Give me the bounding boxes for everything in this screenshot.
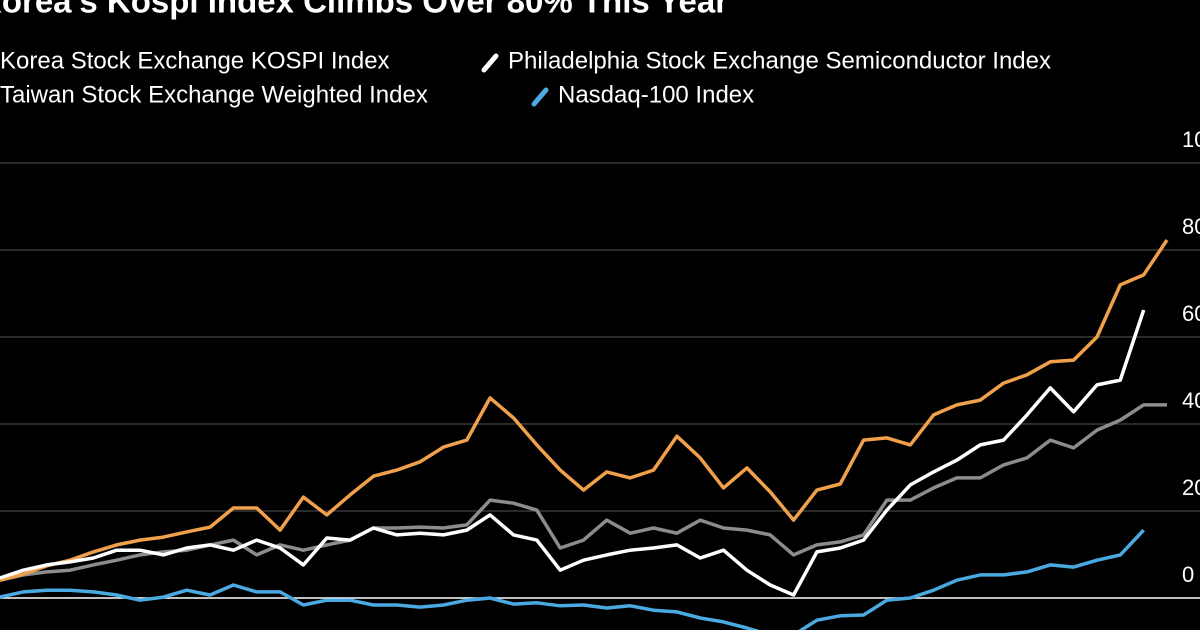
series-line — [0, 309, 1146, 597]
legend-swatch — [481, 53, 499, 73]
y-tick-label: 0 — [1182, 562, 1194, 587]
y-tick-label: 100 — [1182, 127, 1200, 152]
legend-label: Philadelphia Stock Exchange Semiconducto… — [508, 47, 1051, 74]
legend-label: Taiwan Stock Exchange Weighted Index — [0, 81, 428, 108]
series-line — [0, 528, 1145, 630]
y-tick-label: 60 — [1182, 301, 1200, 326]
grid: 0 20 40 60 80 100 — [0, 127, 1200, 599]
legend-label: Korea Stock Exchange KOSPI Index — [0, 47, 390, 74]
y-tick-label: 80 — [1182, 214, 1200, 239]
legend-label: Nasdaq-100 Index — [558, 81, 754, 108]
series-line — [0, 403, 1167, 582]
legend-swatch — [531, 87, 549, 107]
plot-area — [0, 239, 1169, 630]
y-tick-label: 20 — [1182, 475, 1200, 500]
chart-title: Korea's Kospi Index Climbs Over 80% This… — [0, 0, 728, 20]
y-tick-label: 40 — [1182, 388, 1200, 413]
legend: Korea Stock Exchange KOSPI Index Philadel… — [0, 47, 1051, 108]
series-line — [0, 239, 1169, 582]
